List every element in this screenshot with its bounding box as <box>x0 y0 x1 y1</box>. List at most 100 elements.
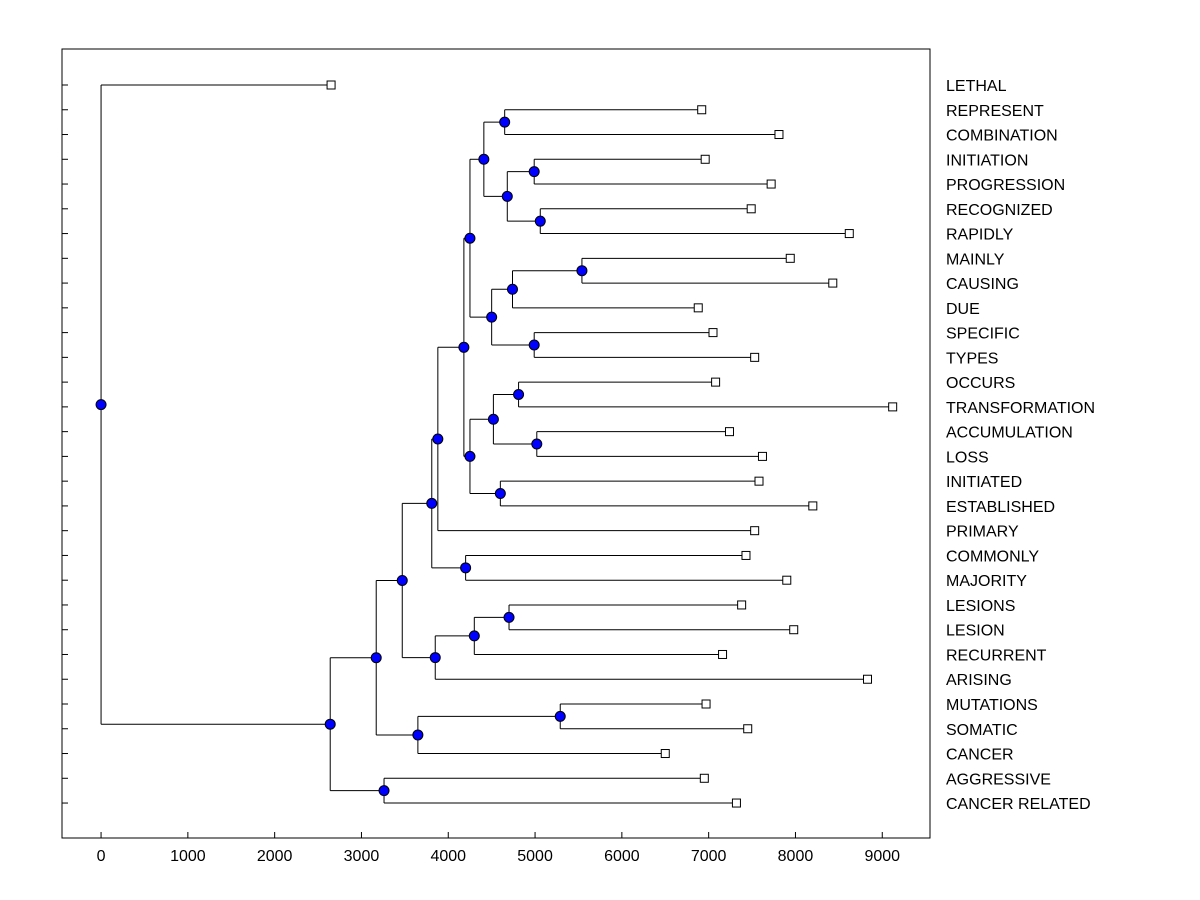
leaf-marker <box>711 377 721 387</box>
merge-node-marker <box>506 283 518 295</box>
leaf-label: LESION <box>946 623 1005 640</box>
merge-node-marker <box>95 399 107 411</box>
leaf-label: RECOGNIZED <box>946 202 1053 219</box>
plot-frame <box>61 48 931 839</box>
leaf-marker <box>782 575 792 585</box>
leaf-marker <box>828 278 838 288</box>
leaf-marker <box>708 328 718 338</box>
leaf-label: PRIMARY <box>946 524 1019 541</box>
leaf-label: INITIATION <box>946 152 1028 169</box>
merge-node-marker <box>458 341 470 353</box>
merge-node-marker <box>396 574 408 586</box>
leaf-label: LOSS <box>946 449 989 466</box>
leaf-marker <box>844 229 854 239</box>
leaf-label: REPRESENT <box>946 103 1044 120</box>
merge-node-markers <box>95 116 588 797</box>
leaf-label: SPECIFIC <box>946 326 1020 343</box>
leaf-label: TYPES <box>946 350 998 367</box>
leaf-label: MAINLY <box>946 251 1005 268</box>
leaf-marker <box>743 724 753 734</box>
leaf-marker <box>741 550 751 560</box>
merge-node-marker <box>468 630 480 642</box>
leaf-marker <box>326 80 336 90</box>
leaf-marker <box>888 402 898 412</box>
leaf-marker <box>750 526 760 536</box>
merge-node-marker <box>528 339 540 351</box>
leaf-marker <box>731 798 741 808</box>
merge-node-marker <box>487 413 499 425</box>
leaf-label: LETHAL <box>946 78 1007 95</box>
leaf-label: AGGRESSIVE <box>946 771 1051 788</box>
merge-node-marker <box>531 438 543 450</box>
leaf-marker <box>766 179 776 189</box>
merge-node-marker <box>464 232 476 244</box>
merge-node-marker <box>554 710 566 722</box>
merge-node-marker <box>429 652 441 664</box>
leaf-label: CAUSING <box>946 276 1019 293</box>
leaf-label: SOMATIC <box>946 722 1018 739</box>
leaf-marker <box>700 154 710 164</box>
x-tick-label: 8000 <box>778 848 814 865</box>
dendrogram-branches <box>100 84 893 804</box>
leaf-label: MUTATIONS <box>946 697 1038 714</box>
x-tick-label: 6000 <box>604 848 640 865</box>
leaf-label: ACCUMULATION <box>946 425 1073 442</box>
merge-node-marker <box>370 652 382 664</box>
x-tick-label: 2000 <box>257 848 293 865</box>
y-axis-ticks <box>62 84 68 804</box>
merge-node-marker <box>503 611 515 623</box>
x-tick-label: 1000 <box>170 848 206 865</box>
merge-node-marker <box>576 265 588 277</box>
merge-node-marker <box>426 497 438 509</box>
leaf-label: INITIATED <box>946 474 1022 491</box>
merge-node-marker <box>534 215 546 227</box>
leaf-marker <box>789 625 799 635</box>
leaf-marker <box>701 699 711 709</box>
x-tick-label: 3000 <box>344 848 380 865</box>
merge-node-marker <box>432 433 444 445</box>
merge-node-marker <box>464 450 476 462</box>
merge-node-marker <box>499 116 511 128</box>
leaf-marker <box>724 427 734 437</box>
leaf-label: OCCURS <box>946 375 1015 392</box>
leaf-marker <box>750 352 760 362</box>
merge-node-marker <box>513 389 525 400</box>
leaf-marker <box>699 773 709 783</box>
leaf-marker <box>746 204 756 214</box>
leaf-label: ESTABLISHED <box>946 499 1055 516</box>
x-tick-label: 4000 <box>430 848 466 865</box>
leaf-marker <box>697 105 707 115</box>
leaf-label: RAPIDLY <box>946 227 1014 244</box>
leaf-label: DUE <box>946 301 980 318</box>
x-tick-label: 5000 <box>517 848 553 865</box>
x-axis-ticks <box>100 832 883 838</box>
leaf-label: TRANSFORMATION <box>946 400 1095 417</box>
leaf-label: MAJORITY <box>946 573 1027 590</box>
leaf-marker <box>757 451 767 461</box>
leaf-marker <box>660 749 670 759</box>
merge-node-marker <box>528 166 540 178</box>
leaf-label: CANCER <box>946 747 1014 764</box>
leaf-markers <box>326 80 898 808</box>
merge-node-marker <box>486 311 498 323</box>
leaf-marker <box>754 476 764 486</box>
x-tick-label: 0 <box>97 848 106 865</box>
leaf-label: PROGRESSION <box>946 177 1065 194</box>
leaf-label: ARISING <box>946 672 1012 689</box>
x-tick-label: 9000 <box>864 848 900 865</box>
leaf-marker <box>863 674 873 684</box>
leaf-marker <box>785 253 795 263</box>
merge-node-marker <box>501 190 513 202</box>
leaf-label: COMMONLY <box>946 548 1039 565</box>
leaf-label: CANCER RELATED <box>946 796 1091 813</box>
leaf-marker <box>808 501 818 511</box>
leaf-label: COMBINATION <box>946 128 1058 145</box>
leaf-labels: LETHAL REPRESENT COMBINATION INITIATION PROG… <box>946 78 1095 813</box>
leaf-label: RECURRENT <box>946 647 1047 664</box>
merge-node-marker <box>324 718 336 730</box>
merge-node-marker <box>378 785 390 797</box>
leaf-marker <box>718 649 728 659</box>
leaf-marker <box>693 303 703 313</box>
merge-node-marker <box>460 562 472 574</box>
merge-node-marker <box>412 729 424 741</box>
